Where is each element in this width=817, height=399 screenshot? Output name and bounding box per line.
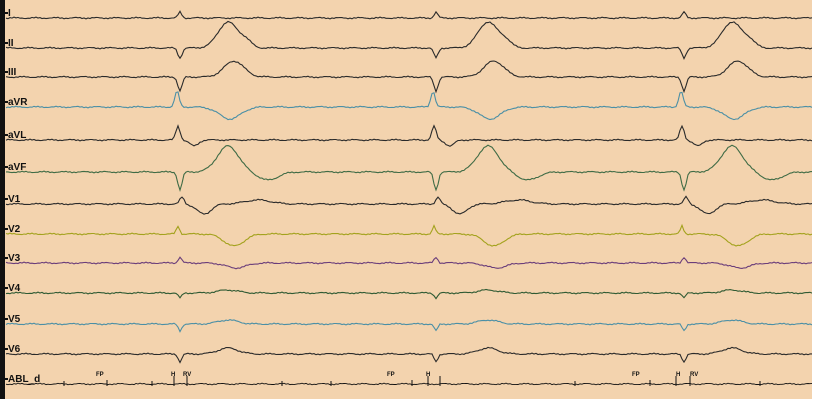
lead-tick [5, 42, 8, 44]
lead-tick [5, 287, 8, 289]
lead-label: V5 [8, 314, 21, 325]
trace-avl [5, 124, 812, 147]
trace-v4 [5, 288, 812, 300]
lead-label: V3 [8, 253, 21, 264]
trace-avf [6, 144, 812, 192]
trace-avr [5, 91, 812, 121]
lead-tick [5, 12, 8, 14]
lead-tick [5, 348, 8, 350]
lead-tick [5, 134, 8, 136]
lead-label: V1 [8, 194, 21, 205]
lead-tick [5, 71, 8, 73]
lead-tick [5, 318, 8, 320]
lead-label: V2 [8, 224, 21, 235]
marker-fp: FP [632, 372, 640, 378]
lead-label: III [8, 67, 17, 78]
marker-rv: RV [690, 372, 699, 378]
marker-h: H [171, 372, 176, 378]
lead-tick [5, 257, 8, 259]
lead-tick [5, 101, 8, 103]
marker-rv: RV [183, 372, 192, 378]
trace-v2 [5, 223, 812, 247]
trace-v5 [5, 319, 812, 333]
lead-label: V4 [8, 283, 21, 294]
trace-ii [5, 20, 812, 60]
marker-fp: FP [387, 372, 395, 378]
lead-tick [5, 198, 8, 200]
lead-label: II [8, 38, 14, 49]
lead-tick [5, 166, 8, 168]
lead-tick [5, 378, 8, 380]
lead-tick [5, 228, 8, 230]
lead-label: aVL [8, 130, 27, 141]
marker-h: H [676, 372, 681, 378]
marker-h: H [426, 372, 431, 378]
marker-fp: FP [96, 372, 104, 378]
lead-label: aVF [8, 162, 27, 173]
trace-iii [5, 60, 812, 94]
lead-label: aVR [8, 97, 28, 108]
lead-label: ABL_d [8, 374, 41, 385]
lead-label: I [8, 8, 11, 19]
left-edge-strip [0, 0, 5, 399]
lead-label: V6 [8, 344, 21, 355]
trace-v1 [5, 195, 812, 215]
trace-v3 [5, 256, 812, 270]
trace-i [5, 10, 812, 20]
trace-abl-d [5, 382, 812, 386]
trace-v6 [5, 346, 812, 364]
